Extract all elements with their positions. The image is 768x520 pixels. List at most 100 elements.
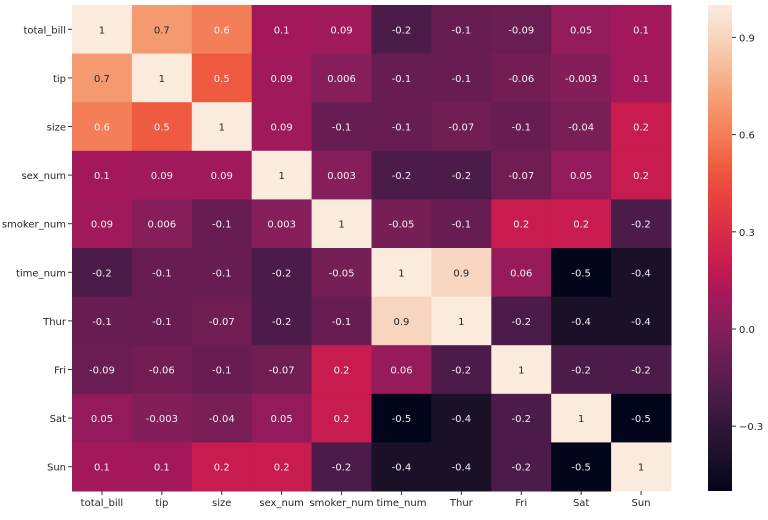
- cell-annotation: -0.2: [332, 463, 352, 474]
- cell-annotation: 0.05: [570, 171, 592, 182]
- y-tick-label: Sun: [47, 463, 66, 474]
- heatmap-cell: [191, 102, 253, 152]
- x-tick-label: size: [212, 498, 231, 509]
- cell-annotation: 0.09: [271, 123, 293, 134]
- x-tick-label: Fri: [515, 498, 527, 509]
- heatmap-cell: [491, 296, 552, 346]
- cell-annotation: 0.06: [390, 366, 412, 377]
- cell-annotation: 1: [99, 25, 105, 36]
- heatmap-cell: [191, 150, 253, 200]
- x-tick-label: smoker_num: [309, 498, 373, 509]
- cell-annotation: -0.1: [452, 25, 472, 36]
- colorbar-tick-label: 0.9: [739, 33, 755, 44]
- heatmap-cell: [131, 199, 193, 249]
- cell-annotation: 0.05: [271, 414, 293, 425]
- heatmap-cell: [431, 102, 492, 152]
- heatmap-cell: [611, 150, 672, 200]
- cell-annotation: 0.2: [214, 463, 230, 474]
- heatmap-cell: [72, 53, 133, 103]
- cell-annotation: 0.1: [633, 74, 649, 85]
- cell-annotation: -0.09: [89, 366, 115, 377]
- colorbar-tick-label: 0.3: [739, 228, 755, 239]
- heatmap-cell: [191, 248, 253, 298]
- heatmap-cell: [191, 5, 253, 55]
- heatmap-cell: [72, 102, 133, 152]
- heatmap-cell: [611, 393, 672, 443]
- cell-annotation: -0.1: [152, 317, 172, 328]
- cell-annotation: -0.05: [389, 220, 415, 231]
- cell-annotation: 1: [338, 220, 344, 231]
- heatmap-cell: [491, 345, 552, 395]
- cell-annotation: -0.4: [571, 317, 591, 328]
- heatmap-cell: [311, 150, 372, 200]
- heatmap-cell: [371, 442, 432, 492]
- heatmap-cell: [371, 345, 432, 395]
- heatmap-cell: [72, 248, 133, 298]
- cell-annotation: -0.1: [511, 123, 531, 134]
- cell-annotation: -0.5: [631, 414, 651, 425]
- cell-annotation: 0.09: [151, 171, 173, 182]
- cell-annotation: -0.1: [452, 220, 472, 231]
- cell-annotation: -0.2: [511, 463, 531, 474]
- cell-annotation: 0.09: [271, 74, 293, 85]
- cell-annotation: -0.4: [452, 414, 472, 425]
- cell-annotation: -0.04: [209, 414, 235, 425]
- heatmap-cell: [611, 296, 672, 346]
- heatmap-cell: [491, 248, 552, 298]
- y-tick-label: total_bill: [23, 25, 66, 36]
- heatmap-cell: [431, 248, 492, 298]
- heatmap-cell: [72, 296, 133, 346]
- y-tick-label: Thur: [42, 317, 67, 328]
- heatmap-cell: [611, 345, 672, 395]
- cell-annotation: 0.2: [334, 414, 350, 425]
- cell-annotation: -0.04: [568, 123, 594, 134]
- heatmap-cell: [551, 393, 612, 443]
- cell-annotation: -0.07: [508, 171, 534, 182]
- x-tick-label: total_bill: [81, 498, 124, 509]
- cell-annotation: -0.1: [392, 74, 412, 85]
- heatmap-cell: [311, 199, 372, 249]
- heatmap-cells: 1 0.7 0.6 0.1 0.09 -0.2 -0.1 -0.09 0.05 0.1 0.7 1 0.…: [72, 5, 672, 492]
- cell-annotation: 0.1: [274, 25, 290, 36]
- heatmap-cell: [311, 248, 372, 298]
- cell-annotation: -0.1: [452, 74, 472, 85]
- heatmap-cell: [491, 53, 552, 103]
- cell-annotation: -0.1: [392, 123, 412, 134]
- cell-annotation: 0.003: [267, 220, 296, 231]
- cell-annotation: 0.2: [274, 463, 290, 474]
- cell-annotation: -0.06: [149, 366, 175, 377]
- cell-annotation: -0.2: [511, 317, 531, 328]
- cell-annotation: -0.4: [392, 463, 412, 474]
- colorbar-tick-label: 0.0: [739, 325, 755, 336]
- cell-annotation: -0.2: [392, 25, 412, 36]
- heatmap-cell: [371, 296, 432, 346]
- cell-annotation: -0.07: [209, 317, 235, 328]
- heatmap-cell: [251, 102, 313, 152]
- heatmap-cell: [551, 5, 612, 55]
- cell-annotation: 0.1: [633, 25, 649, 36]
- cell-annotation: -0.1: [212, 268, 232, 279]
- cell-annotation: -0.003: [146, 414, 178, 425]
- heatmap-cell: [431, 150, 492, 200]
- heatmap-cell: [131, 248, 193, 298]
- cell-annotation: 0.9: [453, 268, 469, 279]
- cell-annotation: -0.2: [571, 366, 591, 377]
- cell-annotation: 0.09: [211, 171, 233, 182]
- cell-annotation: -0.5: [392, 414, 412, 425]
- colorbar-gradient: [708, 5, 732, 491]
- colorbar-tick-label: 0.6: [739, 131, 755, 142]
- heatmap-cell: [251, 442, 313, 492]
- heatmap-cell: [491, 5, 552, 55]
- cell-annotation: 0.5: [214, 74, 230, 85]
- heatmap-cell: [431, 5, 492, 55]
- heatmap-cell: [191, 442, 253, 492]
- x-tick-label: sex_num: [259, 498, 304, 509]
- cell-annotation: -0.003: [565, 74, 597, 85]
- cell-annotation: 0.2: [633, 171, 649, 182]
- heatmap-cell: [251, 248, 313, 298]
- heatmap-cell: [72, 442, 133, 492]
- cell-annotation: 1: [518, 366, 524, 377]
- heatmap-cell: [371, 5, 432, 55]
- heatmap-cell: [491, 102, 552, 152]
